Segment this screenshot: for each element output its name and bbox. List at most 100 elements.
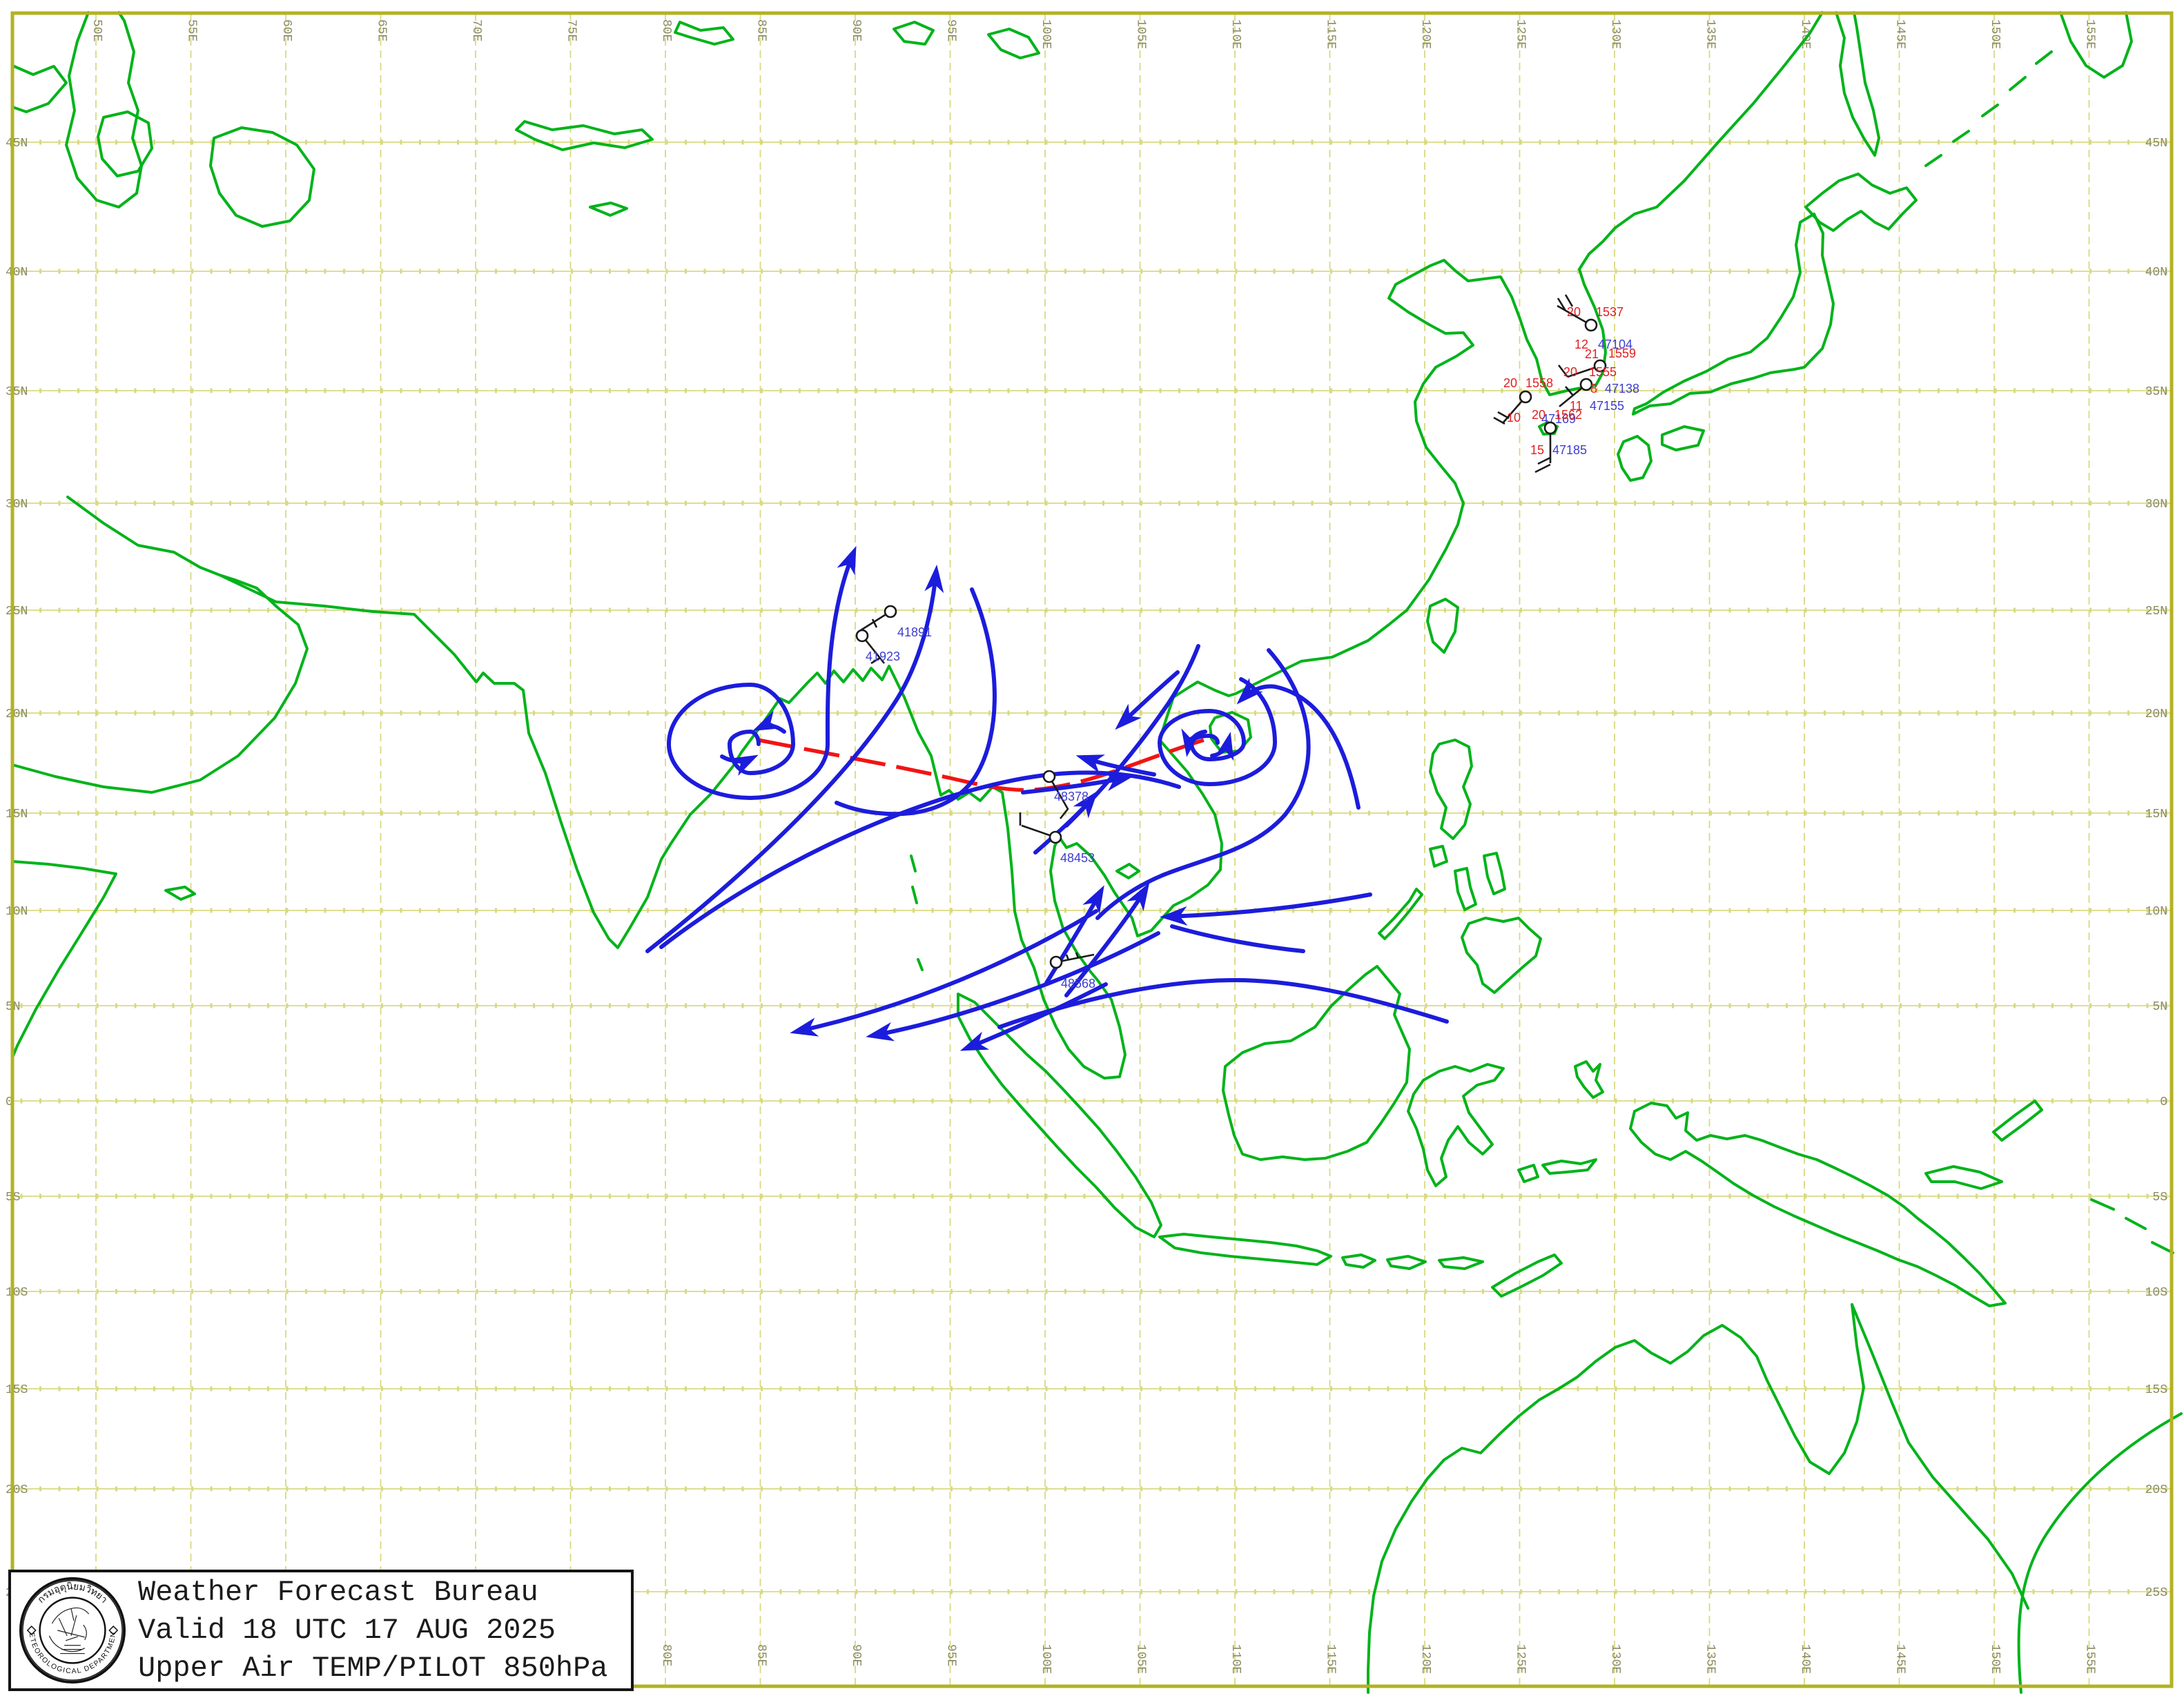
- coast-aral: [209, 126, 315, 228]
- lat-label-left-10S: 10S: [6, 1286, 28, 1300]
- coast-australia-qld: [1851, 1303, 2029, 1610]
- lon-label-bottom-155E: 155E: [2083, 1644, 2097, 1674]
- streamline-vietnam-center-arrow-2: [1181, 728, 1207, 757]
- lake-north-1: [674, 21, 734, 46]
- kuril-islands: [1924, 50, 2053, 167]
- lat-label-right-45N: 45N: [2145, 137, 2167, 150]
- lon-label-top-135E: 135E: [1704, 19, 1717, 49]
- lat-label-right-35N: 35N: [2145, 385, 2167, 399]
- org-name: Weather Forecast Bureau: [138, 1575, 538, 1609]
- coast-arabia: [11, 574, 309, 794]
- lon-label-top-70E: 70E: [469, 19, 483, 41]
- station-value-text: 1559: [1608, 347, 1636, 360]
- lake-balkhash: [515, 120, 654, 151]
- island-panay: [1454, 867, 1477, 911]
- lat-label-right-5N: 5N: [2152, 1000, 2167, 1014]
- streamline-srilanka-to-myanmar: [645, 565, 944, 953]
- lon-label-bottom-90E: 90E: [849, 1644, 863, 1666]
- lat-label-right-20S: 20S: [2145, 1483, 2167, 1497]
- lake-north-3: [987, 28, 1040, 59]
- lon-label-top-60E: 60E: [280, 19, 293, 41]
- streamlines: [645, 545, 1449, 1051]
- lat-label-left-25N: 25N: [6, 605, 28, 618]
- island-newireland: [1992, 1100, 2043, 1142]
- streamline-india-center-arrow-2: [720, 754, 759, 777]
- island-sumatra: [957, 993, 1162, 1238]
- lon-label-top-80E: 80E: [659, 19, 673, 41]
- lat-label-right-25N: 25N: [2145, 605, 2167, 618]
- station-47155: 10 11 47155: [1493, 390, 1624, 425]
- island-newguinea: [1629, 1102, 2007, 1307]
- lon-label-top-95E: 95E: [944, 19, 958, 41]
- station-value-text: 1558: [1525, 376, 1553, 390]
- lon-label-top-150E: 150E: [1988, 19, 2002, 49]
- island-timor: [1491, 1253, 1563, 1298]
- station-value-text: 20: [1567, 305, 1581, 319]
- department-seal: กรมอุตุนิยมวิทยา METEOROLOGICAL DEPARTME…: [18, 1576, 126, 1684]
- lon-label-bottom-110E: 110E: [1229, 1644, 1242, 1674]
- lake-issykkul: [589, 202, 628, 217]
- lat-label-right-15S: 15S: [2145, 1383, 2167, 1397]
- station-id-text: 41923: [866, 650, 900, 663]
- lat-label-left-40N: 40N: [6, 266, 28, 280]
- station-value-text: 20: [1532, 408, 1546, 422]
- station-48568: 48568: [1049, 952, 1095, 990]
- lat-label-left-0: 0: [6, 1095, 13, 1109]
- station-id-text: 47138: [1605, 382, 1639, 396]
- lon-label-bottom-95E: 95E: [944, 1644, 958, 1666]
- coast-australia-east: [2017, 1412, 2183, 1694]
- lon-label-top-155E: 155E: [2083, 19, 2097, 49]
- lake-tonlesap: [1115, 863, 1140, 879]
- island-kyushu: [1617, 435, 1652, 482]
- coast-horn-africa: [11, 860, 117, 1059]
- lon-label-bottom-145E: 145E: [1893, 1644, 1907, 1674]
- station-id-text: 47155: [1590, 399, 1624, 413]
- lon-label-bottom-80E: 80E: [659, 1644, 673, 1666]
- grid-labels: 45N 45N 40N 40N 35N 35N 30N 30N 25N 25N 20N 20N 15N 1…: [6, 19, 2167, 1674]
- island-mindoro: [1429, 845, 1448, 868]
- lon-label-top-115E: 115E: [1324, 19, 1338, 49]
- station-41923: 41923: [855, 629, 900, 665]
- island-borneo: [1222, 965, 1411, 1161]
- coast-mainland-asia: [66, 11, 1824, 1080]
- lat-label-left-10N: 10N: [6, 905, 28, 919]
- lon-label-bottom-85E: 85E: [754, 1644, 768, 1666]
- station-value-text: 1555: [1589, 365, 1617, 379]
- streamline-saddle-east-arrow: [1021, 772, 1133, 794]
- station-value-text: 12: [1574, 338, 1588, 351]
- station-id-text: 47185: [1552, 443, 1587, 457]
- station-id-text: 41891: [897, 625, 932, 639]
- station-circle: [1543, 421, 1557, 435]
- coastlines: [11, 11, 2183, 1694]
- lon-label-bottom-115E: 115E: [1324, 1644, 1338, 1674]
- coast-kamchatka: [2059, 11, 2133, 79]
- station-value-text: 8: [1590, 382, 1597, 396]
- lon-label-top-105E: 105E: [1134, 19, 1148, 49]
- station-circle: [884, 605, 897, 618]
- station-id-text: 48378: [1054, 790, 1089, 803]
- grid-lines: [12, 13, 2172, 1686]
- lon-label-bottom-100E: 100E: [1039, 1644, 1053, 1674]
- streamline-confluence-east-tail: [1170, 924, 1305, 953]
- station-id-text: 48568: [1061, 977, 1095, 990]
- lon-label-bottom-150E: 150E: [1988, 1644, 2002, 1674]
- island-honshu: [1632, 213, 1835, 416]
- station-41891: 41891: [860, 605, 932, 639]
- island-shikoku: [1661, 425, 1705, 451]
- andaman-islands: [910, 855, 924, 971]
- map-border: [10, 11, 2174, 1688]
- lat-label-left-35N: 35N: [6, 385, 28, 399]
- lon-label-bottom-105E: 105E: [1134, 1644, 1148, 1674]
- station-value-text: 20: [1503, 376, 1517, 390]
- station-id-text: 48453: [1060, 851, 1095, 865]
- lon-label-top-90E: 90E: [849, 19, 863, 41]
- wind-barb: [1019, 812, 1056, 839]
- lat-label-right-5S: 5S: [2152, 1191, 2167, 1204]
- station-circle: [855, 629, 869, 643]
- lon-label-top-85E: 85E: [754, 19, 768, 41]
- island-palawan: [1378, 888, 1423, 940]
